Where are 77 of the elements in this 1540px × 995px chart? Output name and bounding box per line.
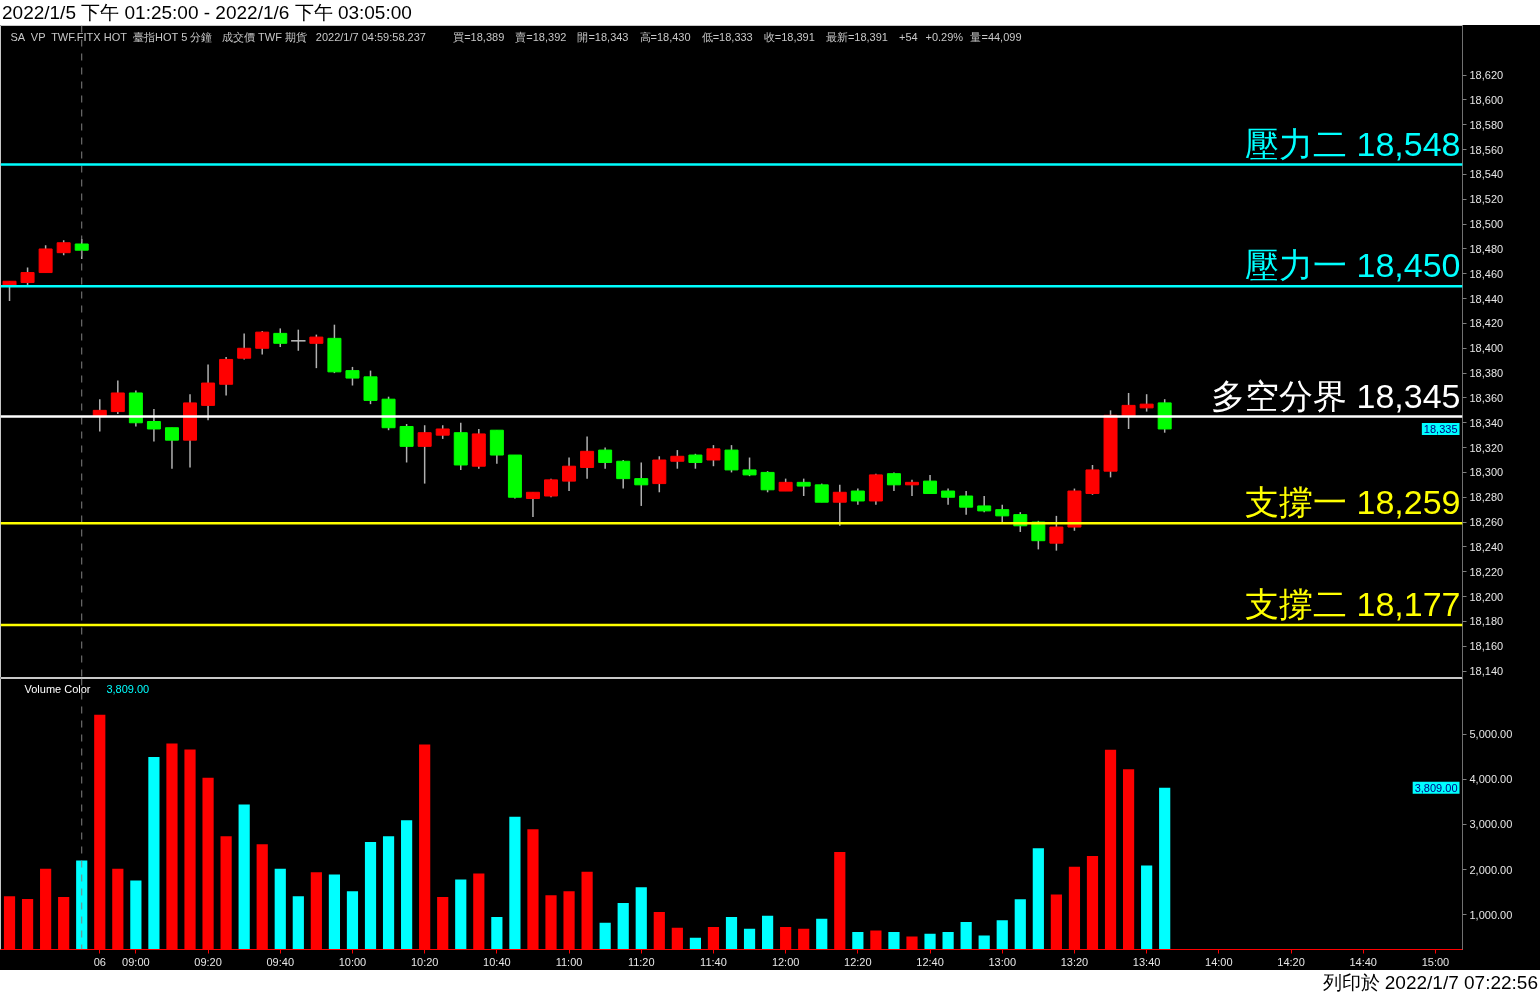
- y-tick-label: 18,400: [1469, 342, 1504, 355]
- annotation: 2022/1/7 04:59:58.237: [315, 30, 426, 43]
- y-tick-label: 3,000.00: [1469, 818, 1513, 831]
- y-tick-label: 18,420: [1469, 317, 1504, 330]
- annotation: 最新=18,391: [825, 30, 888, 43]
- x-tick-label: 13:20: [1060, 955, 1089, 968]
- x-tick-label: 10:20: [410, 955, 439, 968]
- y-tick-label: 1,000.00: [1469, 908, 1513, 921]
- x-tick-label: 11:00: [555, 955, 583, 968]
- x-tick-label: 09:20: [194, 955, 222, 968]
- y-tick-label: 18,540: [1469, 168, 1504, 181]
- y-tick-label: 18,500: [1469, 218, 1504, 231]
- annotation: 成交價 TWF 期貨: [222, 30, 307, 43]
- annotation: TWF.FITX HOT: [51, 30, 128, 43]
- annotation: 臺指HOT 5 分鐘: [133, 30, 213, 43]
- x-tick-label: 12:00: [771, 955, 800, 968]
- annotation: +54: [899, 30, 918, 43]
- y-tick-label: 18,440: [1469, 292, 1504, 305]
- y-tick-label: 18,560: [1469, 143, 1504, 156]
- y-tick-label: 18,280: [1469, 491, 1504, 504]
- x-tick-label: 10:40: [483, 955, 511, 968]
- annotation: SA: [10, 30, 26, 43]
- text: 列印於 2022/1/7 07:22:56: [1322, 971, 1538, 995]
- y-tick-label: 18,220: [1469, 565, 1504, 578]
- y-tick-label: 18,340: [1469, 416, 1504, 429]
- x-tick-label: 14:40: [1349, 955, 1377, 968]
- y-tick-label: 18,200: [1469, 590, 1504, 603]
- y-tick-label: 18,480: [1469, 242, 1504, 255]
- x-tick-label: 11:40: [700, 955, 727, 968]
- x-tick-label: 09:40: [266, 955, 295, 968]
- y-tick-label: 18,140: [1469, 665, 1504, 678]
- y-tick-label: 18,260: [1469, 516, 1504, 529]
- x-tick-label: 12:20: [844, 955, 872, 968]
- ref-line-label: 壓力二 18,548: [1245, 124, 1461, 163]
- annotation: 3,809.00: [106, 683, 150, 696]
- y-tick-label: 2,000.00: [1469, 863, 1513, 876]
- y-tick-label: 18,360: [1469, 391, 1504, 404]
- y-tick-label: 18,160: [1469, 640, 1504, 653]
- annotation: 收=18,391: [763, 30, 815, 43]
- y-tick-label: 18,240: [1469, 540, 1504, 553]
- y-tick-label: 18,380: [1469, 367, 1504, 380]
- x-tick-label: 14:00: [1205, 955, 1233, 968]
- chart-title: 2022/1/5 下午 01:25:00 - 2022/1/6 下午 03:05:00: [2, 1, 412, 25]
- x-tick-label: 11:20: [627, 955, 655, 968]
- chart-title: Volume Color: [24, 683, 91, 696]
- ref-line-label: 支撐二 18,177: [1245, 585, 1461, 624]
- x-tick-label: 14:20: [1277, 955, 1305, 968]
- ref-line-label: 支撐一 18,259: [1245, 483, 1461, 522]
- y-tick-label: 18,460: [1469, 267, 1504, 280]
- y-tick-label: 18,520: [1469, 193, 1504, 206]
- annotation: 低=18,333: [701, 30, 753, 43]
- annotation: 量=44,099: [970, 30, 1022, 43]
- y-tick-label: 4,000.00: [1469, 773, 1513, 786]
- annotation: 買=18,389: [453, 30, 505, 43]
- x-tick-label: 09:00: [122, 955, 150, 968]
- annotation: 18,335: [1423, 422, 1458, 435]
- annotation: VP: [30, 30, 46, 43]
- y-tick-label: 18,180: [1469, 615, 1504, 628]
- ref-line-label: 壓力一 18,450: [1245, 246, 1461, 285]
- x-tick-label: 15:00: [1421, 955, 1450, 968]
- annotation: 開=18,343: [577, 30, 629, 43]
- y-tick-label: 18,320: [1469, 441, 1504, 454]
- annotation: 高=18,430: [639, 30, 691, 43]
- ref-line-label: 多空分界 18,345: [1211, 376, 1461, 415]
- x-tick-label: 06: [93, 955, 106, 968]
- x-tick-label: 13:40: [1132, 955, 1161, 968]
- annotation: 賣=18,392: [515, 30, 567, 43]
- y-tick-label: 18,600: [1469, 93, 1504, 106]
- x-tick-label: 13:00: [988, 955, 1017, 968]
- y-tick-label: 5,000.00: [1469, 728, 1513, 741]
- annotation: +0.29%: [925, 30, 964, 43]
- y-tick-label: 18,300: [1469, 466, 1504, 479]
- x-tick-label: 12:40: [916, 955, 944, 968]
- y-tick-label: 18,620: [1469, 69, 1504, 82]
- y-tick-label: 18,580: [1469, 118, 1504, 131]
- x-tick-label: 10:00: [338, 955, 367, 968]
- annotation: 3,809.00: [1414, 781, 1458, 794]
